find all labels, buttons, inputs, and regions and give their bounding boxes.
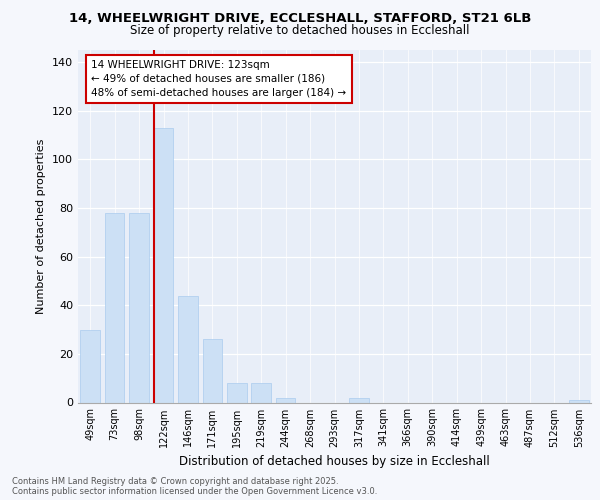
Bar <box>130 213 149 402</box>
Text: Contains HM Land Registry data © Crown copyright and database right 2025.: Contains HM Land Registry data © Crown c… <box>12 477 338 486</box>
Text: Size of property relative to detached houses in Eccleshall: Size of property relative to detached ho… <box>130 24 470 37</box>
Bar <box>203 340 222 402</box>
Text: 14 WHEELWRIGHT DRIVE: 123sqm
← 49% of detached houses are smaller (186)
48% of s: 14 WHEELWRIGHT DRIVE: 123sqm ← 49% of de… <box>91 60 347 98</box>
Bar <box>80 330 100 402</box>
X-axis label: Distribution of detached houses by size in Eccleshall: Distribution of detached houses by size … <box>179 455 490 468</box>
Bar <box>251 383 271 402</box>
Bar <box>276 398 295 402</box>
Text: Contains public sector information licensed under the Open Government Licence v3: Contains public sector information licen… <box>12 487 377 496</box>
Bar <box>105 213 124 402</box>
Text: 14, WHEELWRIGHT DRIVE, ECCLESHALL, STAFFORD, ST21 6LB: 14, WHEELWRIGHT DRIVE, ECCLESHALL, STAFF… <box>69 12 531 26</box>
Bar <box>154 128 173 402</box>
Y-axis label: Number of detached properties: Number of detached properties <box>37 138 46 314</box>
Bar <box>569 400 589 402</box>
Bar <box>227 383 247 402</box>
Bar <box>178 296 198 403</box>
Bar <box>349 398 368 402</box>
